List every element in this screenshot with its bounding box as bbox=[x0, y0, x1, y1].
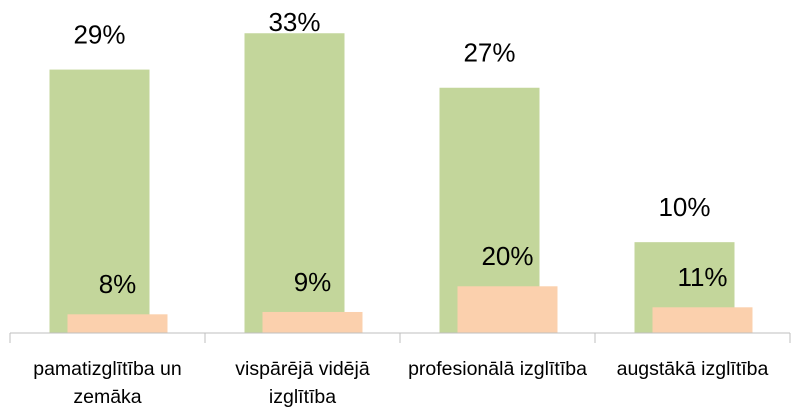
x-tick-label: profesionālā izglītība bbox=[408, 358, 587, 380]
bar bbox=[49, 69, 150, 333]
bar bbox=[262, 311, 363, 333]
bar bbox=[457, 286, 558, 333]
x-tick-label: pamatizglītība un zemāka bbox=[33, 358, 182, 408]
data-label: 29% bbox=[73, 19, 125, 49]
x-tick-label: augstākā izglītība bbox=[616, 358, 769, 380]
bar bbox=[67, 314, 168, 333]
data-label: 33% bbox=[268, 7, 320, 37]
data-label: 20% bbox=[481, 241, 533, 271]
data-label: 8% bbox=[99, 269, 137, 299]
data-label: 10% bbox=[658, 192, 710, 222]
data-label: 11% bbox=[677, 262, 727, 292]
x-tick-label: vispārējā vidējā izglītība bbox=[235, 358, 370, 408]
data-label: 9% bbox=[294, 267, 332, 297]
bar bbox=[244, 33, 345, 333]
data-label: 27% bbox=[463, 38, 515, 68]
bar bbox=[652, 307, 753, 333]
